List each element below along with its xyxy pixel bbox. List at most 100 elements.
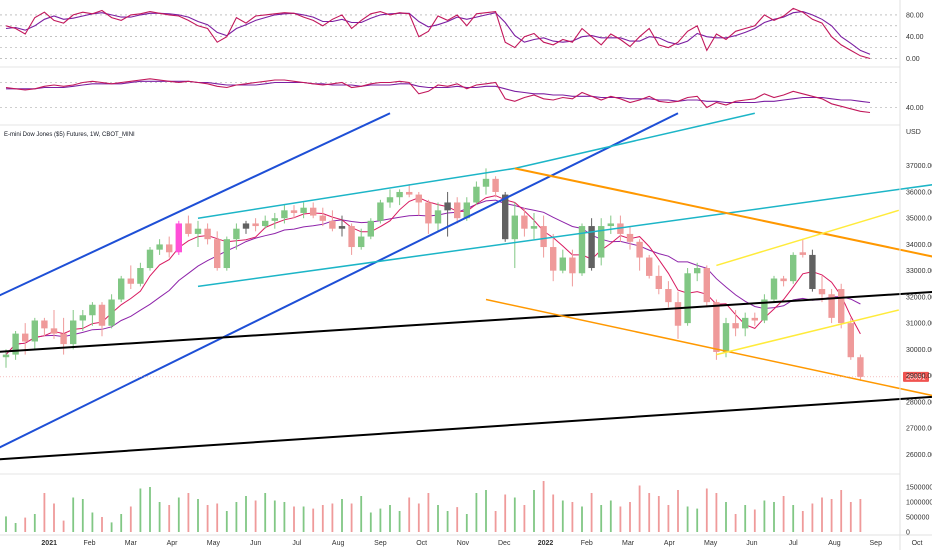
time-axis-ticks: 2021 Feb Mar Apr May Jun Jul Aug Sep Oct Nov Dec 202…: [41, 540, 922, 547]
candle: [473, 181, 480, 206]
volume-bar: [331, 503, 334, 532]
volume-bar: [504, 494, 507, 532]
oscillator-1-levels: [0, 14, 900, 59]
candle-body: [473, 186, 480, 203]
candle: [118, 275, 125, 303]
volume-bar: [293, 506, 295, 532]
trend-line-orange-upper: [514, 167, 932, 258]
time-tick-label: Oct: [416, 540, 427, 547]
volume-bar: [53, 503, 55, 532]
volume-bar: [494, 511, 497, 532]
volume-bar: [254, 500, 257, 532]
volume-bar: [667, 505, 670, 532]
candle: [742, 312, 749, 337]
candle-body: [50, 328, 58, 334]
volume-bar: [321, 505, 324, 532]
candle-body: [694, 268, 701, 274]
price-tick-label: 35000.00: [906, 216, 932, 223]
candle-body: [665, 289, 672, 303]
volume-bar: [62, 520, 65, 532]
candle-body: [809, 254, 816, 290]
candle: [194, 220, 202, 248]
candle-body: [761, 299, 768, 321]
candle-body: [281, 210, 288, 219]
time-tick-label: Apr: [167, 540, 179, 547]
volume-bar: [753, 509, 756, 532]
candle-body: [185, 223, 192, 234]
price-tick-label: 26000.00: [906, 452, 932, 459]
candle-body: [31, 320, 38, 342]
time-tick-label: May: [207, 540, 221, 547]
candle-body: [137, 268, 144, 284]
volume-tick-label: 1500000: [906, 485, 932, 492]
volume-bar: [581, 506, 583, 532]
candle-body: [492, 178, 499, 192]
candle-body: [358, 236, 365, 248]
volume-bar: [110, 522, 113, 532]
candle-body: [674, 302, 682, 326]
trend-line-cyan-lower: [197, 184, 932, 288]
candle-body: [377, 202, 384, 221]
trend-line-blue-upper: [0, 112, 391, 297]
price-panel: E-mini Dow Jones ($5) Futures, 1W, CBOT_…: [0, 112, 932, 461]
volume-bar: [465, 514, 468, 532]
candle-body: [482, 178, 490, 187]
volume-bar: [417, 503, 420, 532]
price-tick-label: 31000.00: [906, 321, 932, 328]
candle: [646, 254, 653, 279]
candle: [175, 220, 182, 255]
candle-body: [511, 215, 518, 240]
candle: [79, 310, 86, 331]
volume-bar: [542, 481, 545, 532]
candle: [214, 231, 221, 271]
volume-bar: [24, 517, 27, 532]
volume-bar: [696, 508, 699, 532]
volume-bar: [552, 494, 555, 532]
volume-bar: [821, 497, 823, 532]
candle: [703, 265, 710, 308]
candle-body: [790, 254, 797, 282]
candle-body: [722, 323, 730, 352]
candle: [828, 289, 835, 324]
chart-title: E-mini Dow Jones ($5) Futures, 1W, CBOT_…: [4, 132, 135, 138]
candle-body: [41, 320, 48, 329]
candle: [31, 317, 38, 350]
last-price-box: [903, 371, 929, 382]
volume-bar: [341, 499, 343, 532]
time-tick-label: May: [704, 540, 718, 547]
oscillator-2-tick-label: 40.00: [906, 105, 924, 112]
candle: [396, 189, 403, 206]
candle-body: [338, 226, 346, 229]
candle: [146, 247, 154, 271]
candle-body: [770, 278, 778, 300]
volume-bar: [648, 493, 651, 532]
candle: [233, 223, 240, 250]
candle-body: [847, 323, 854, 358]
candle: [12, 330, 19, 360]
candle-body: [300, 207, 307, 213]
volume-bar: [149, 487, 151, 532]
price-tick-label: 32000.00: [906, 294, 932, 301]
volume-tick-label: 500000: [906, 515, 929, 522]
price-tick-label: 27000.00: [906, 426, 932, 433]
time-tick-label: Jul: [789, 540, 798, 547]
candle: [310, 202, 317, 219]
candle-body: [751, 317, 758, 321]
candle-body: [415, 194, 422, 203]
candle-body: [2, 354, 10, 358]
volume-bar: [14, 523, 17, 532]
volume-bar: [830, 499, 833, 532]
volume-bar: [5, 516, 7, 532]
price-tick-label: 29000.00: [906, 373, 932, 380]
candle-body: [703, 268, 710, 303]
volume-bar: [187, 493, 190, 532]
volume-bar: [513, 497, 516, 532]
trend-line-black-upper: [0, 290, 932, 353]
price-axis-ticks: 26000.00 27000.00 28000.00 29000.00 30000.00…: [906, 163, 932, 459]
candle: [290, 205, 298, 219]
volume-bar: [600, 505, 603, 532]
candle-body: [502, 194, 509, 240]
candle: [694, 262, 701, 282]
volume-bar: [715, 493, 718, 532]
candle: [271, 212, 278, 229]
